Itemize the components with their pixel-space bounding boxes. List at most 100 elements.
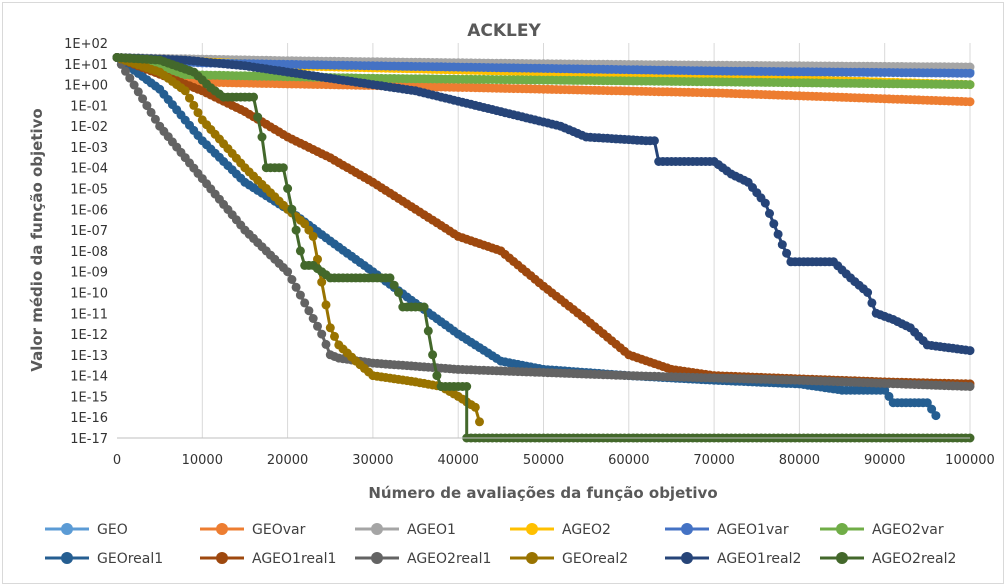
data-point	[121, 66, 130, 76]
legend-item-ageo2real2: AGEO2real2	[820, 551, 956, 567]
data-point	[773, 229, 783, 239]
data-point	[287, 204, 297, 214]
data-point	[308, 231, 318, 241]
legend-swatch-marker	[681, 552, 693, 564]
data-point	[777, 240, 787, 250]
y-tick-label: 1E-09	[70, 266, 108, 281]
legend-item-geo: GEO	[45, 522, 128, 538]
legend-swatch-marker	[526, 523, 538, 535]
data-point	[278, 163, 288, 173]
legend-label: AGEO1real1	[252, 551, 336, 567]
y-tick-label: 1E-07	[70, 224, 108, 239]
data-point	[462, 382, 472, 391]
x-axis-title: Número de avaliações da função objetivo	[368, 484, 717, 502]
y-tick-label: 1E-08	[70, 245, 108, 260]
y-tick-label: 1E-12	[70, 328, 108, 343]
y-tick-label: 1E-06	[70, 203, 108, 218]
data-point	[423, 326, 433, 336]
data-point	[133, 87, 143, 97]
legend-item-geovar: GEOvar	[200, 522, 306, 538]
data-point	[313, 321, 322, 331]
data-point	[291, 225, 301, 235]
y-tick-label: 1E-10	[70, 286, 108, 301]
legend-swatch-marker	[836, 552, 848, 564]
data-point	[760, 198, 770, 208]
data-point	[385, 273, 395, 283]
x-tick-label: 100000	[945, 453, 995, 468]
y-tick-label: 1E-14	[70, 370, 108, 385]
legend-label: GEOreal2	[562, 551, 628, 567]
legend-item-ageo1real1: AGEO1real1	[200, 551, 336, 567]
data-point	[193, 108, 203, 118]
x-tick-label: 70000	[693, 453, 734, 468]
data-point	[189, 100, 199, 110]
legend: GEO GEOvar AGEO1 AGEO2 AGEO1var AGEO2var GEOre…	[45, 522, 956, 567]
data-point	[321, 339, 331, 349]
data-point	[649, 136, 659, 146]
data-point	[150, 114, 160, 124]
legend-swatch-marker	[61, 523, 73, 535]
y-tick-label: 1E-05	[70, 183, 108, 198]
data-point	[432, 371, 442, 381]
data-point	[927, 404, 937, 414]
y-tick-label: 1E+00	[64, 79, 108, 94]
data-point	[283, 267, 293, 277]
data-point	[317, 329, 327, 339]
legend-label: AGEO1var	[717, 522, 789, 538]
data-point	[931, 411, 941, 421]
series-georeal2	[112, 53, 484, 427]
series-group	[112, 53, 975, 443]
y-tick-label: 1E-04	[70, 162, 108, 177]
legend-label: GEOreal1	[97, 551, 163, 567]
y-tick-label: 1E+01	[64, 58, 108, 73]
data-point	[249, 92, 258, 102]
x-tick-label: 40000	[438, 453, 479, 468]
legend-item-ageo1real2: AGEO1real2	[665, 551, 801, 567]
y-tick-label: 1E-16	[70, 411, 108, 426]
x-tick-label: 60000	[608, 453, 649, 468]
data-point	[965, 346, 975, 356]
data-point	[965, 80, 975, 90]
data-point	[389, 280, 399, 290]
data-point	[185, 93, 194, 103]
data-point	[965, 382, 975, 391]
x-tick-label: 90000	[864, 453, 905, 468]
data-point	[308, 314, 318, 323]
data-point	[138, 94, 148, 104]
data-point	[125, 73, 135, 83]
legend-label: AGEO1real2	[717, 551, 801, 567]
data-point	[769, 219, 779, 229]
legend-item-ageo2real1: AGEO2real1	[355, 551, 491, 567]
y-tick-label: 1E-17	[70, 432, 108, 447]
y-tick-label: 1E+02	[64, 37, 108, 52]
legend-swatch-marker	[836, 523, 848, 535]
y-tick-label: 1E-15	[70, 390, 108, 405]
data-point	[295, 290, 305, 300]
y-tick-label: 1E-11	[70, 307, 108, 322]
data-point	[142, 101, 152, 111]
legend-item-ageo1var: AGEO1var	[665, 522, 789, 538]
data-point	[394, 288, 403, 297]
legend-item-ageo2: AGEO2	[510, 522, 611, 538]
data-point	[180, 86, 190, 96]
x-tick-label: 10000	[182, 453, 223, 468]
data-point	[317, 277, 327, 287]
chart-title: ACKLEY	[467, 21, 541, 41]
data-point	[330, 331, 339, 341]
legend-label: GEOvar	[252, 522, 306, 538]
data-point	[470, 402, 480, 412]
legend-swatch-marker	[216, 552, 228, 564]
legend-swatch-marker	[216, 523, 228, 535]
y-tick-label: 1E-03	[70, 141, 108, 156]
x-tick-label: 50000	[523, 453, 564, 468]
legend-item-ageo2var: AGEO2var	[820, 522, 944, 538]
data-point	[922, 398, 932, 408]
data-point	[867, 298, 877, 308]
legend-swatch-marker	[371, 523, 383, 535]
x-tick-label: 80000	[779, 453, 820, 468]
series-ageo1real2	[112, 53, 975, 356]
x-tick-label: 0	[113, 453, 121, 468]
legend-label: GEO	[97, 522, 128, 538]
legend-item-ageo1: AGEO1	[355, 522, 456, 538]
legend-label: AGEO2	[562, 522, 611, 538]
